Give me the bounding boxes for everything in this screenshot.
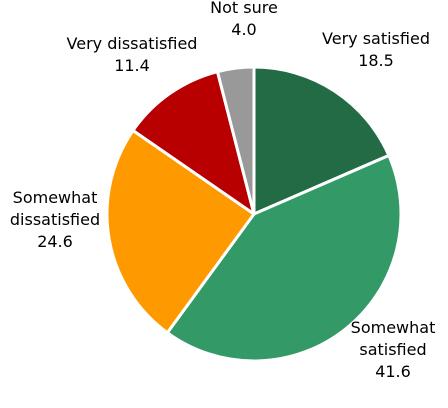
slice-value-label: 24.6: [37, 232, 73, 251]
pie-slice: [215, 65, 256, 216]
pie-slice: [165, 153, 403, 363]
slice-data-label: Very satisfied 18.5: [322, 29, 430, 70]
pie-slice: [131, 70, 256, 216]
slice-category-label: satisfied: [359, 340, 426, 359]
slice-value-label: 11.4: [114, 56, 150, 75]
slice-category-label: Somewhat: [351, 318, 436, 337]
slice-category-label: dissatisfied: [10, 210, 100, 229]
pie-slice: [252, 65, 391, 216]
slice-category-label: Not sure: [210, 0, 278, 17]
slice-category-label: Somewhat: [13, 188, 98, 207]
pie-slices: [105, 65, 403, 363]
pie-slice: [105, 128, 256, 335]
slice-category-label: Very dissatisfied: [67, 34, 198, 53]
slice-value-label: 41.6: [375, 362, 411, 381]
slice-value-label: 18.5: [358, 51, 394, 70]
slice-data-label: Somewhat satisfied 41.6: [351, 318, 436, 381]
slice-category-label: Very satisfied: [322, 29, 430, 48]
slice-value-label: 4.0: [231, 20, 256, 39]
slice-data-label: Somewhat dissatisfied 24.6: [10, 188, 100, 251]
slice-data-label: Very dissatisfied 11.4: [67, 34, 198, 75]
slice-data-label: Not sure 4.0: [210, 0, 278, 39]
